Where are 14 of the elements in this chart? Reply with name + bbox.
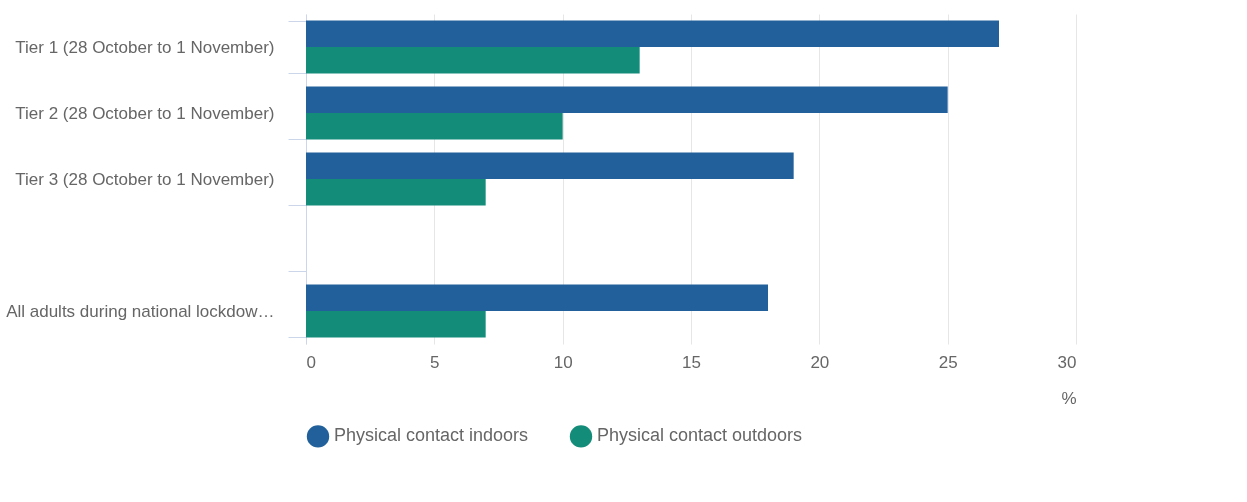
x-tick-label: 10 [553,352,573,372]
y-tick-label: All adults during national lockdow… [6,301,275,321]
legend-label: Physical contact indoors [334,425,529,446]
x-tick-label: 15 [682,352,701,372]
x-tick-label: 5 [430,352,440,372]
x-tick-label: 25 [938,352,958,372]
x-tick-label: 30 [1057,352,1077,372]
y-tick-label: Tier 1 (28 October to 1 November) [15,37,275,57]
y-tick-label: Tier 2 (28 October to 1 November) [15,103,275,123]
x-axis-title: % [1061,388,1077,408]
legend-label: Physical contact outdoors [597,425,803,446]
y-tick-label: Tier 3 (28 October to 1 November) [15,169,275,189]
x-tick-label: 0 [306,352,316,372]
x-tick-label: 20 [810,352,830,372]
